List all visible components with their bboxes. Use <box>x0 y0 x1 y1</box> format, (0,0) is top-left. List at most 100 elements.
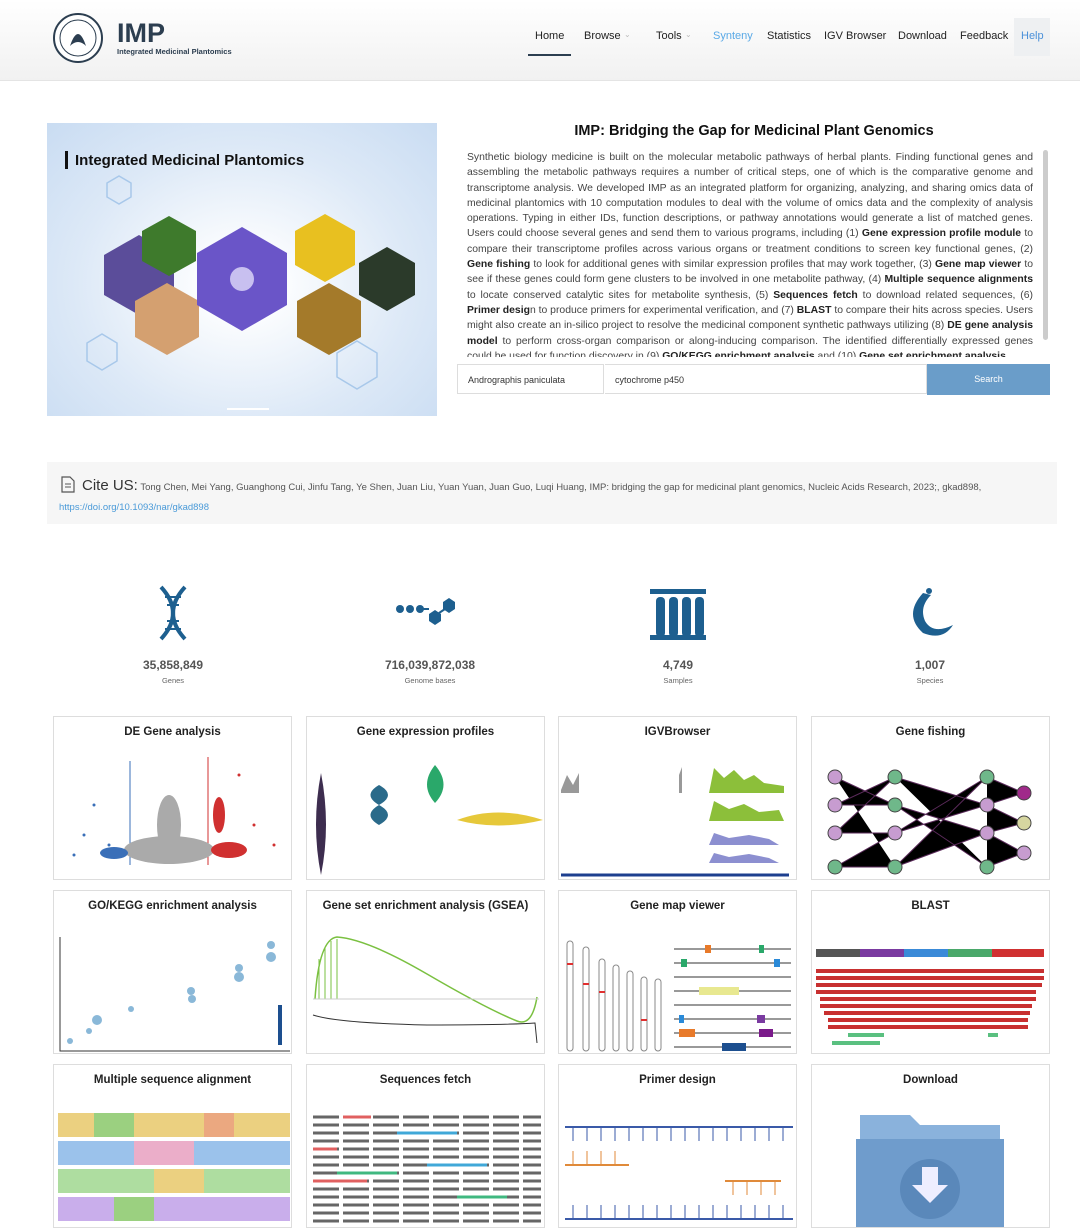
nav-item[interactable]: Feedback <box>960 30 1009 42</box>
molecule-icon <box>396 598 455 625</box>
stat-label: Genome bases <box>404 676 456 685</box>
module-title: Gene fishing <box>895 726 966 738</box>
intro-span: to compare their hits across species. Us… <box>467 304 1033 332</box>
module-title: Primer design <box>639 1074 716 1086</box>
folder-thumb <box>856 1115 1004 1227</box>
intro-span: to see if these genes could form gene cl… <box>467 259 1033 286</box>
nav-item[interactable]: Tools <box>656 30 682 42</box>
violin-thumb <box>316 765 543 875</box>
intro-bold: Sequences fetch <box>773 289 858 301</box>
intro-span: to download related sequences, (6) <box>857 289 1033 301</box>
intro-text: Synthetic biology medicine is built on t… <box>467 150 1033 357</box>
intro-bold: Multiple sequence alignments <box>884 274 1033 286</box>
intro-span: n to produce primers for experimental ve… <box>529 304 797 316</box>
nav-item[interactable]: Statistics <box>767 30 812 42</box>
help-bg <box>1014 18 1050 56</box>
stat-label: Species <box>916 676 944 685</box>
igv-thumb <box>561 767 789 877</box>
search-button[interactable]: Search <box>927 364 1050 395</box>
module-title: Gene set enrichment analysis (GSEA) <box>322 900 529 912</box>
cite-icon <box>61 476 75 493</box>
primer-thumb <box>565 1126 793 1220</box>
stat-value: 35,858,849 <box>142 658 204 672</box>
nav-item[interactable]: Browse <box>584 30 621 42</box>
stat-label: Genes <box>161 676 185 685</box>
module-card[interactable]: Multiple sequence alignment <box>53 1064 292 1228</box>
nav-item[interactable]: Help <box>1021 30 1044 42</box>
genemap-thumb <box>566 940 791 1052</box>
banner-title: Integrated Medicinal Plantomics <box>75 152 305 169</box>
stat-value: 716,039,872,038 <box>384 658 476 672</box>
network-thumb <box>827 769 1032 875</box>
intro-bold: DE gene analysis model <box>467 320 1033 347</box>
logo <box>53 13 103 63</box>
module-card[interactable]: Gene fishing <box>811 716 1050 880</box>
module-title: Gene map viewer <box>630 900 725 912</box>
module-card[interactable]: IGVBrowser <box>558 716 797 880</box>
intro-span: to perform cross-organ comparison or alo… <box>467 335 1033 357</box>
banner-bar <box>65 151 68 169</box>
cite-link[interactable]: https://doi.org/10.1093/nar/gkad898 <box>59 502 210 513</box>
active-underline <box>528 54 571 56</box>
volcano-thumb <box>72 757 276 865</box>
bubble-thumb <box>59 937 290 1052</box>
blast-thumb <box>816 949 1044 1045</box>
cite-text: Cite US: Tong Chen, Mei Yang, Guanghong … <box>59 476 1049 518</box>
stat-label: Samples <box>663 676 693 685</box>
intro-span: . <box>1005 350 1009 357</box>
module-card[interactable]: Primer design <box>558 1064 797 1228</box>
nav-item[interactable]: Download <box>898 30 947 42</box>
cite-box: Cite US: Tong Chen, Mei Yang, Guanghong … <box>47 462 1057 524</box>
nav-item[interactable]: Synteny <box>713 30 753 42</box>
nav-caret: ⌄ <box>685 30 692 39</box>
module-card[interactable]: Download <box>811 1064 1050 1228</box>
msa-thumb <box>58 1113 290 1221</box>
banner-art <box>86 175 415 390</box>
intro-span: to compare their transcriptome profiles … <box>467 228 1033 255</box>
intro-span: to look for additional genes with simila… <box>530 259 936 271</box>
module-title: GO/KEGG enrichment analysis <box>88 900 257 912</box>
nav-caret: ⌄ <box>624 30 631 39</box>
module-card[interactable]: Gene map viewer <box>558 890 797 1054</box>
dna-icon <box>159 585 187 641</box>
seq-thumb <box>313 1115 541 1223</box>
intro-bold: Gene expression profile module <box>861 228 1022 240</box>
module-card[interactable]: Gene set enrichment analysis (GSEA) <box>306 890 545 1054</box>
module-card[interactable]: Gene expression profiles <box>306 716 545 880</box>
intro-bold: Gene fishing <box>467 259 531 271</box>
module-title: Download <box>903 1074 958 1086</box>
nav-item[interactable]: IGV Browser <box>824 30 887 42</box>
header: IMP Integrated Medicinal Plantomics Home… <box>0 0 1080 81</box>
cite-label: Cite US: <box>82 477 138 494</box>
module-title: Gene expression profiles <box>356 726 495 738</box>
banner: Integrated Medicinal Plantomics <box>47 123 437 416</box>
intro-title: IMP: Bridging the Gap for Medicinal Plan… <box>574 123 934 139</box>
module-card[interactable]: GO/KEGG enrichment analysis <box>53 890 292 1054</box>
module-card[interactable]: BLAST <box>811 890 1050 1054</box>
stat-value: 4,749 <box>662 658 694 672</box>
module-title: Multiple sequence alignment <box>93 1074 252 1086</box>
tubes-icon <box>650 589 706 640</box>
intro-span: to locate conserved catalytic sites for … <box>467 289 774 301</box>
search-input[interactable]: cytochrome p450 <box>605 364 927 394</box>
intro-span: Synthetic biology medicine is built on t… <box>467 152 1033 240</box>
intro-bold: Gene map viewer <box>935 259 1022 271</box>
module-card[interactable]: DE Gene analysis <box>53 716 292 880</box>
nav-item[interactable]: Home <box>535 30 565 42</box>
module-title: DE Gene analysis <box>124 726 221 738</box>
species-icon <box>913 588 953 636</box>
module-title: Sequences fetch <box>379 1074 472 1086</box>
species-select[interactable]: Andrographis paniculata <box>457 364 604 394</box>
slider-dot[interactable] <box>227 408 269 410</box>
intro-bold: BLAST <box>796 304 832 316</box>
logo-title: IMP <box>117 18 166 48</box>
scrollbar[interactable] <box>1043 150 1048 340</box>
intro-bold: Primer desig <box>467 304 530 316</box>
stat-value: 1,007 <box>914 658 946 672</box>
gsea-thumb <box>312 936 539 1044</box>
module-title: IGVBrowser <box>644 726 711 738</box>
module-card[interactable]: Sequences fetch <box>306 1064 545 1228</box>
logo-subtitle: Integrated Medicinal Plantomics <box>117 47 232 56</box>
